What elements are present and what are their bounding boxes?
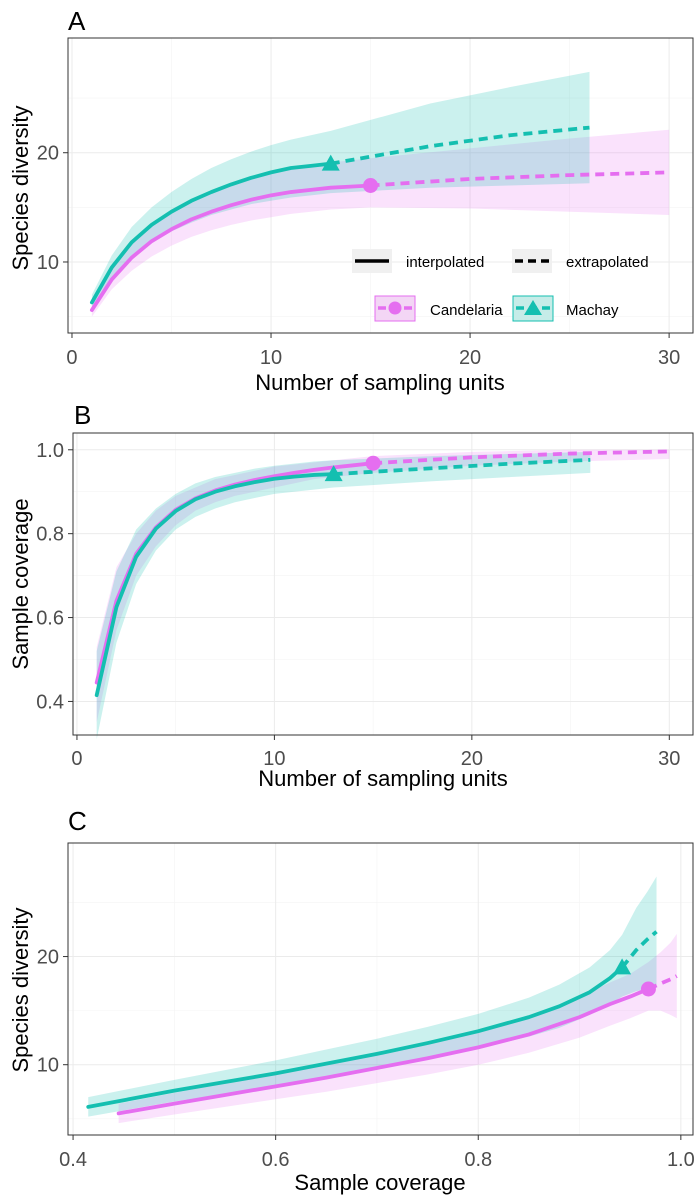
- panel-a-band-machay: [91, 71, 590, 311]
- panel-a-x-tick-label: 10: [260, 347, 282, 369]
- panel-c-marker-candelaria: [640, 981, 656, 997]
- panel-b-plot: [73, 433, 693, 740]
- panel-b-y-tick-label: 1.0: [36, 440, 64, 462]
- panel-c-y-tick-label: 20: [37, 947, 59, 969]
- panel-c-line-interpolated-candelaria: [116, 987, 651, 1116]
- panel-b-line-interpolated-machay: [94, 472, 336, 698]
- panel-b-y-tick-label: 0.8: [36, 524, 64, 546]
- panel-a-y-axis-title: Species diversity: [8, 105, 33, 270]
- legend-key-candelaria-marker: [388, 301, 402, 315]
- panel-a-frame: [67, 37, 694, 334]
- panel-a: A Number of sampling units Species diver…: [8, 6, 694, 395]
- panel-a-y-tick-label: 20: [37, 143, 59, 165]
- panel-b-letter: B: [74, 400, 91, 430]
- panel-b-x-tick-label: 30: [658, 748, 680, 770]
- panel-b-frame: [72, 432, 694, 736]
- panel-c-x-tick-label: 0.8: [464, 1149, 492, 1171]
- legend-label-candelaria: Candelaria: [430, 302, 503, 319]
- panel-b-marker-machay: [324, 465, 343, 482]
- panel-a-plot: [68, 38, 693, 333]
- panel-c-y-axis-title: Species diversity: [8, 907, 33, 1072]
- panel-b-x-tick-label: 10: [263, 748, 285, 770]
- panel-b-x-tick-label: 0: [71, 748, 82, 770]
- panel-c-line-extrapolated-machay: [620, 930, 658, 969]
- panel-a-line-interpolated-machay: [89, 161, 333, 305]
- panel-b-band-machay: [96, 451, 591, 740]
- legend-label-machay: Machay: [566, 302, 619, 319]
- panel-b-line-extrapolated-candelaria: [373, 449, 670, 466]
- panel-b-y-axis-title: Sample coverage: [8, 498, 33, 669]
- panel-a-marker-candelaria: [363, 178, 379, 193]
- legend-line-types: interpolated extrapolated: [352, 249, 649, 273]
- panel-c-x-axis-title: Sample coverage: [294, 1170, 465, 1195]
- panel-c-y-tick-label: 10: [37, 1055, 59, 1077]
- panel-a-line-extrapolated-machay: [330, 125, 590, 166]
- legend-label-extrapolated: extrapolated: [566, 254, 649, 271]
- panel-a-x-tick-label: 0: [66, 347, 77, 369]
- panel-a-letter: A: [68, 6, 86, 36]
- panel-b: B Number of sampling units Sample covera…: [8, 400, 694, 791]
- panel-c-x-tick-label: 1.0: [667, 1149, 695, 1171]
- panel-a-marker-machay: [321, 154, 340, 171]
- panel-a-x-tick-label: 30: [658, 347, 680, 369]
- panel-a-x-axis-title: Number of sampling units: [255, 370, 504, 395]
- panel-c-letter: C: [68, 806, 87, 836]
- panel-c: C Sample coverage Species diversity 0.4 0…: [8, 806, 695, 1195]
- panel-b-y-tick-label: 0.6: [36, 608, 64, 630]
- panel-a-x-tick-label: 20: [459, 347, 481, 369]
- panel-a-line-interpolated-candelaria: [89, 183, 373, 312]
- panel-c-plot: [68, 843, 693, 1135]
- legend-key-machay-marker: [524, 300, 542, 315]
- panel-c-frame: [67, 842, 694, 1136]
- panel-b-marker-candelaria: [365, 455, 381, 471]
- panel-c-line-interpolated-machay: [86, 965, 624, 1109]
- panel-b-y-tick-label: 0.4: [36, 691, 64, 713]
- legend-assemblages: Candelaria Machay: [374, 295, 619, 322]
- panel-a-y-tick-label: 10: [37, 252, 59, 274]
- panel-b-x-tick-label: 20: [461, 748, 483, 770]
- panel-a-line-extrapolated-candelaria: [370, 170, 670, 188]
- panel-c-x-tick-label: 0.4: [59, 1149, 87, 1171]
- panel-b-x-axis-title: Number of sampling units: [258, 766, 507, 791]
- panel-c-x-tick-label: 0.6: [262, 1149, 290, 1171]
- panel-c-marker-machay: [613, 958, 632, 975]
- legend-label-interpolated: interpolated: [406, 254, 484, 271]
- panel-b-line-extrapolated-machay: [333, 457, 591, 477]
